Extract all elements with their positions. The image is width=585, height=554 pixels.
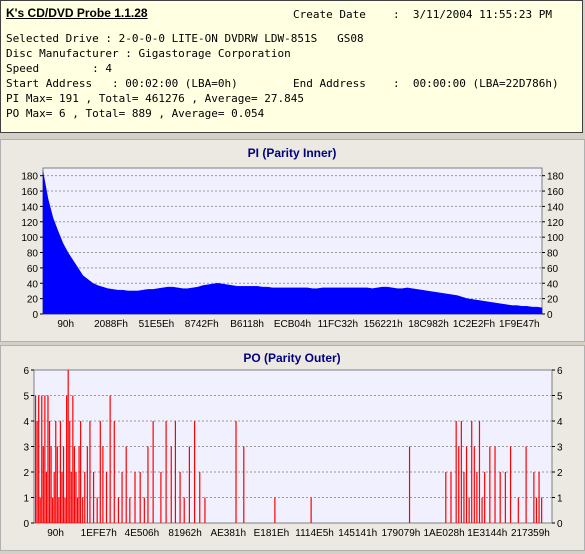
pi-x-tick-label: ECB04h [274, 319, 311, 330]
pi-chart: PI (Parity Inner) 0 0 20 20 40 40 60 60 80 80 100 1… [21, 146, 564, 330]
pi-y-tick-label-right: 80 [547, 249, 559, 260]
po-x-tick-label: 1114E5h [295, 528, 334, 539]
po-y-tick-label: 4 [23, 417, 29, 428]
pi-y-tick-label: 180 [21, 172, 38, 183]
po-x-tick-label: 1EFE7h [81, 528, 117, 539]
disc-manufacturer: Disc Manufacturer : Gigastorage Corporat… [6, 47, 291, 60]
pi-chart-title: PI (Parity Inner) [248, 146, 337, 160]
po-x-tick-label: 4E506h [125, 528, 159, 539]
pi-x-tick-label: 156221h [364, 319, 403, 330]
pi-x-tick-label: 2088Fh [94, 319, 128, 330]
po-x-tick-label: 81962h [168, 528, 201, 539]
pi-y-tick-label-right: 60 [547, 264, 559, 275]
po-y-tick-label: 0 [23, 519, 29, 530]
po-y-tick-label: 6 [23, 366, 29, 377]
po-x-tick-label: 1AE028h [424, 528, 465, 539]
create-date-value: : 3/11/2004 11:55:23 PM [393, 8, 552, 21]
app-title: K's CD/DVD Probe 1.1.28 [6, 6, 148, 20]
pi-y-tick-label-right: 100 [547, 233, 564, 244]
po-y-tick-label-right: 4 [557, 417, 563, 428]
pi-x-tick-label: 11FC32h [318, 319, 358, 330]
po-x-tick-label: 145141h [338, 528, 377, 539]
pi-y-tick-label: 20 [27, 295, 39, 306]
po-x-tick-label: 217359h [511, 528, 550, 539]
po-y-tick-label: 3 [23, 443, 29, 454]
pi-y-tick-label: 160 [21, 187, 38, 198]
pi-x-tick-label: 90h [57, 319, 74, 330]
pi-x-tick-label: 18C982h [408, 319, 449, 330]
pi-x-tick-label: 51E5Eh [139, 319, 175, 330]
po-chart: PO (Parity Outer) 0 0 1 1 2 2 3 3 4 4 5 5 6 6 90h 1EFE7… [23, 351, 563, 539]
po-y-tick-label: 2 [23, 468, 29, 479]
pi-y-tick-label-right: 120 [547, 218, 564, 229]
po-summary: PO Max= 6 , Total= 889 , Average= 0.054 [6, 107, 265, 120]
pi-y-tick-label-right: 40 [547, 279, 559, 290]
po-plot-area [33, 369, 553, 524]
selected-drive: Selected Drive : 2-0-0-0 LITE-ON DVDRW L… [6, 32, 364, 45]
create-date-label: Create Date [293, 8, 366, 21]
pi-y-tick-label-right: 140 [547, 202, 564, 213]
po-y-tick-label: 1 [23, 494, 29, 505]
end-address-label: End Address [293, 77, 366, 90]
po-x-tick-label: E181Eh [254, 528, 290, 539]
pi-summary: PI Max= 191 , Total= 461276 , Average= 2… [6, 92, 305, 105]
pi-x-tick-label: 8742Fh [185, 319, 219, 330]
po-x-tick-label: AE381h [210, 528, 246, 539]
speed: Speed : 4 [6, 62, 112, 75]
po-chart-title: PO (Parity Outer) [243, 351, 340, 365]
pi-y-tick-label-right: 20 [547, 295, 559, 306]
pi-y-tick-label-right: 160 [547, 187, 564, 198]
pi-y-tick-label-right: 0 [547, 310, 553, 321]
pi-y-tick-label: 140 [21, 202, 38, 213]
po-x-tick-label: 1E3144h [467, 528, 507, 539]
start-address: Start Address : 00:02:00 (LBA=0h) [6, 77, 238, 90]
pi-y-tick-label-right: 180 [547, 172, 564, 183]
info-panel: K's CD/DVD Probe 1.1.28 Create Date : 3/… [0, 0, 583, 133]
po-y-tick-label-right: 3 [557, 443, 563, 454]
po-y-tick-label-right: 1 [557, 494, 563, 505]
pi-x-tick-label: 1F9E47h [499, 319, 540, 330]
pi-y-tick-label: 40 [27, 279, 39, 290]
pi-y-tick-label: 80 [27, 249, 39, 260]
pi-y-tick-label: 100 [21, 233, 38, 244]
po-y-tick-label-right: 2 [557, 468, 563, 479]
po-y-tick-label-right: 0 [557, 519, 563, 530]
po-y-tick-label: 5 [23, 392, 29, 403]
pi-x-tick-label: B6118h [230, 319, 264, 330]
pi-y-tick-label: 0 [32, 310, 38, 321]
end-address-value: : 00:00:00 (LBA=22D786h) [393, 77, 559, 90]
po-y-tick-label-right: 6 [557, 366, 563, 377]
pi-chart-panel: PI (Parity Inner) 0 0 20 20 40 40 60 60 80 80 100 1… [0, 139, 585, 342]
po-y-tick-label-right: 5 [557, 392, 563, 403]
po-x-tick-label: 90h [47, 528, 64, 539]
po-x-tick-label: 179079h [381, 528, 420, 539]
pi-series-area [42, 171, 543, 315]
pi-x-tick-label: 1C2E2Fh [453, 319, 495, 330]
pi-y-tick-label: 120 [21, 218, 38, 229]
po-chart-panel: PO (Parity Outer) 0 0 1 1 2 2 3 3 4 4 5 5 6 6 90h 1EFE7… [0, 345, 585, 551]
pi-y-tick-label: 60 [27, 264, 39, 275]
